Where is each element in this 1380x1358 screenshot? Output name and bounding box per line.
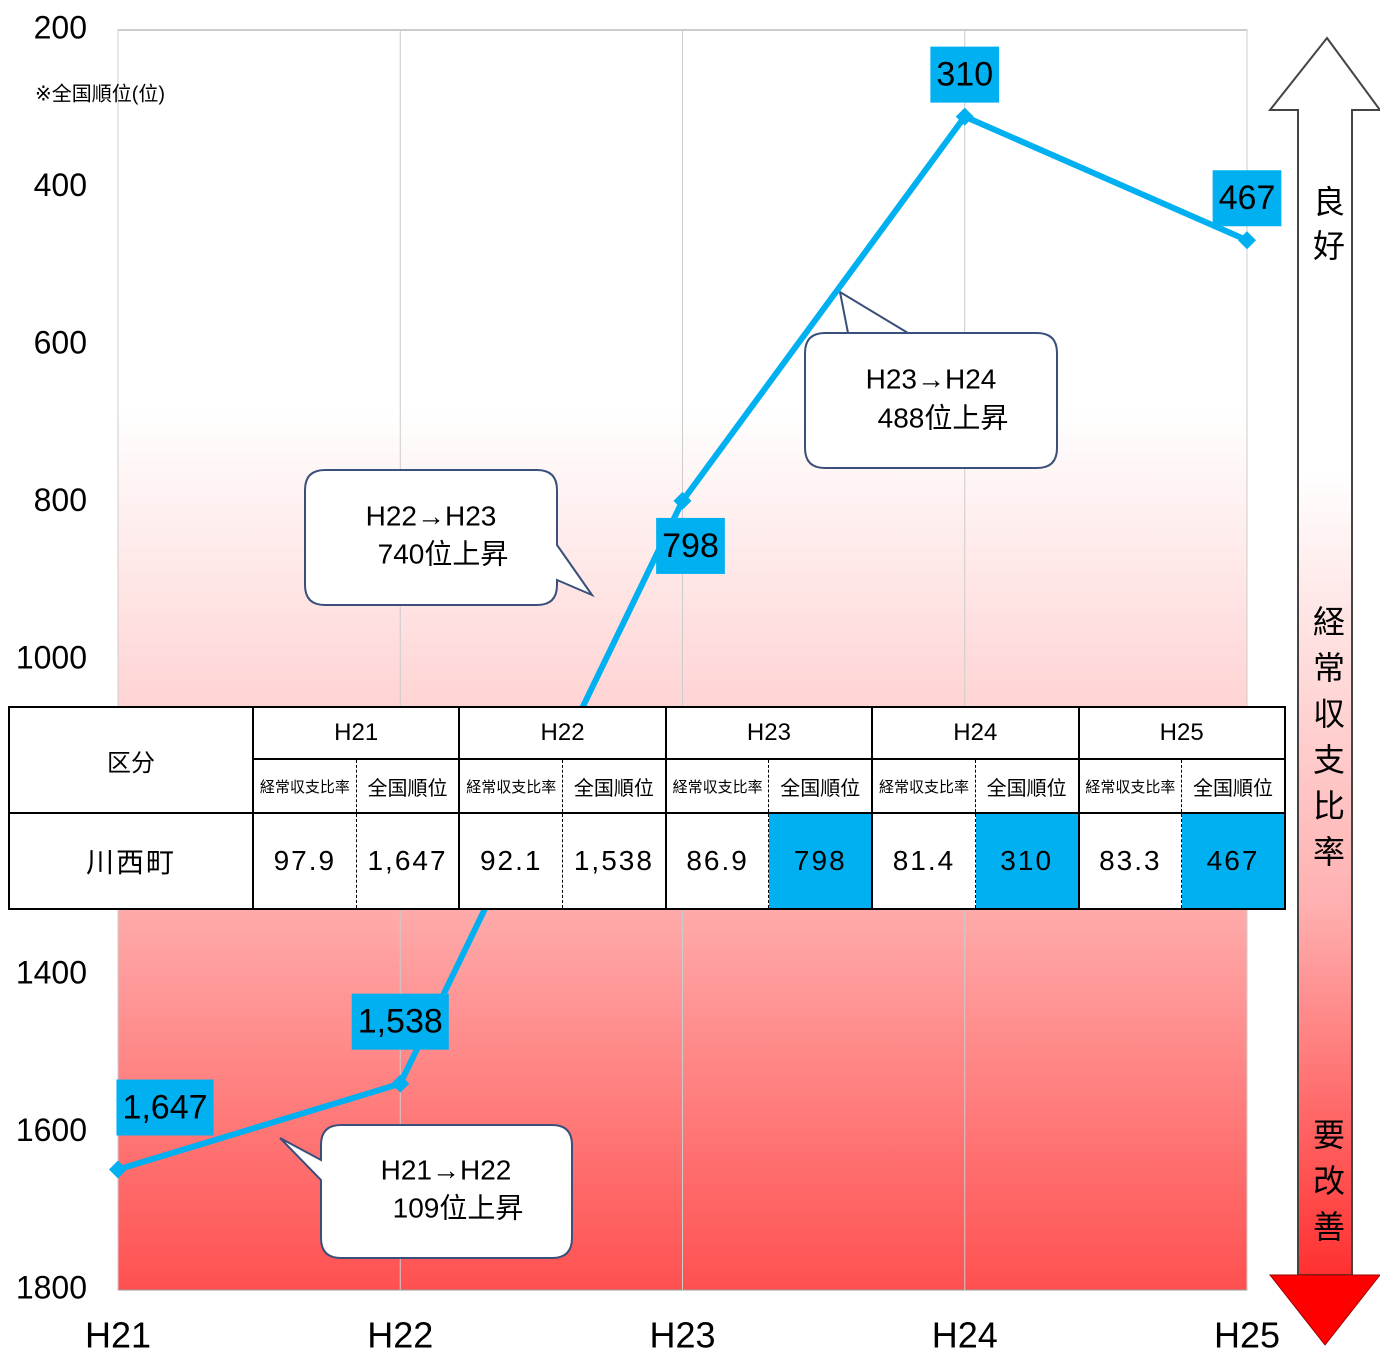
- data-label-box: [656, 517, 725, 574]
- marker: [391, 1074, 410, 1093]
- y-tick-label: 800: [34, 482, 87, 518]
- y-tick-label: 1600: [16, 1112, 87, 1148]
- table-cell: 全国順位: [355, 758, 461, 814]
- data-label-box: [351, 993, 449, 1050]
- table-cell: 83.3: [1077, 812, 1183, 910]
- y-tick-label: 1000: [16, 639, 87, 675]
- y-tick-label: 600: [34, 324, 87, 360]
- table-cell: 経常収支比率: [871, 758, 976, 814]
- y-tick-label: 1800: [16, 1269, 87, 1305]
- table-cell: H21: [251, 706, 461, 760]
- callout: [304, 469, 595, 606]
- table-cell: 経常収支比率: [458, 758, 564, 814]
- axis-note: ※全国順位(位): [35, 82, 165, 105]
- x-tick-label: H24: [932, 1315, 998, 1356]
- table-row: 区分 H21 H22 H23 H24 H25: [8, 706, 1286, 814]
- table-cell: 全国順位: [562, 758, 667, 814]
- table-cell: 経常収支比率: [1077, 758, 1183, 814]
- callout-title: H21→H22: [381, 1154, 512, 1185]
- table-cell: 経常収支比率: [664, 758, 770, 814]
- table-cell: 1,538: [562, 812, 667, 910]
- data-label: 1,647: [122, 1088, 207, 1126]
- callout-text: 109位上昇: [393, 1192, 524, 1223]
- callout-title: H22→H23: [366, 500, 497, 531]
- table-cell: H22: [458, 706, 667, 760]
- callout-text: 488位上昇: [878, 402, 1009, 433]
- data-label: 1,538: [358, 1003, 443, 1041]
- y-tick-label: 1400: [16, 954, 87, 990]
- x-tick-label: H23: [649, 1315, 715, 1356]
- table-cell: 86.9: [664, 812, 770, 910]
- marker: [1238, 231, 1256, 250]
- table-cell: 97.9: [251, 812, 357, 910]
- table-cell: 798: [768, 812, 874, 910]
- data-label: 310: [936, 56, 993, 94]
- y-tick-label: 200: [34, 9, 87, 45]
- table-cell: H23: [664, 706, 874, 760]
- table-row: 川西町 97.9 1,647 92.1 1,538 86.9 798 81.4 310 83.3 4…: [8, 812, 1286, 910]
- table-cell: 全国順位: [974, 758, 1080, 814]
- data-label-box: [930, 46, 1000, 103]
- scale-label: 経常収支比率: [1309, 605, 1345, 881]
- table-row: 経常収支比率 全国順位 経常収支比率 全国順位 経常収支比率 全国順位 経常収支比率 全国順位…: [9, 758, 1286, 814]
- table-cell: 全国順位: [1181, 758, 1286, 814]
- scale-label: 良好: [1309, 185, 1345, 273]
- table-cell: 1,647: [355, 812, 461, 910]
- table-cell: 川西町: [8, 812, 254, 910]
- data-table: 区分 H21 H22 H23 H24 H25 経常収支比率 全国順位 経常収支比率 全国順位 経常収…: [8, 706, 1286, 910]
- table-cell: 経常収支比率: [251, 758, 357, 814]
- table-cell: 全国順位: [768, 758, 874, 814]
- y-tick-label: 400: [34, 167, 87, 203]
- x-tick-label: H22: [367, 1315, 433, 1356]
- table-cell: H25: [1077, 706, 1286, 760]
- callout: [279, 1124, 573, 1259]
- table-cell: 467: [1181, 812, 1286, 910]
- data-label-box: [116, 1079, 214, 1136]
- x-tick-label: H21: [85, 1315, 151, 1356]
- marker: [109, 1160, 127, 1179]
- table-cell: 92.1: [458, 812, 564, 910]
- scale-label: 要改善: [1309, 1118, 1345, 1256]
- table-cell: H24: [871, 706, 1080, 760]
- callout-text: 740位上昇: [378, 538, 509, 569]
- callout-title: H23→H24: [866, 363, 997, 394]
- table-cell: 81.4: [871, 812, 976, 910]
- data-label: 798: [662, 527, 719, 565]
- x-tick-label: H25: [1214, 1315, 1280, 1356]
- callout: [804, 289, 1058, 469]
- table-cell: 310: [974, 812, 1080, 910]
- data-label: 467: [1219, 179, 1276, 217]
- marker: [955, 107, 974, 126]
- data-label-box: [1212, 170, 1282, 227]
- scale-arrow-head: [1268, 1274, 1380, 1346]
- marker: [673, 491, 692, 510]
- table-cell: 区分: [8, 706, 254, 814]
